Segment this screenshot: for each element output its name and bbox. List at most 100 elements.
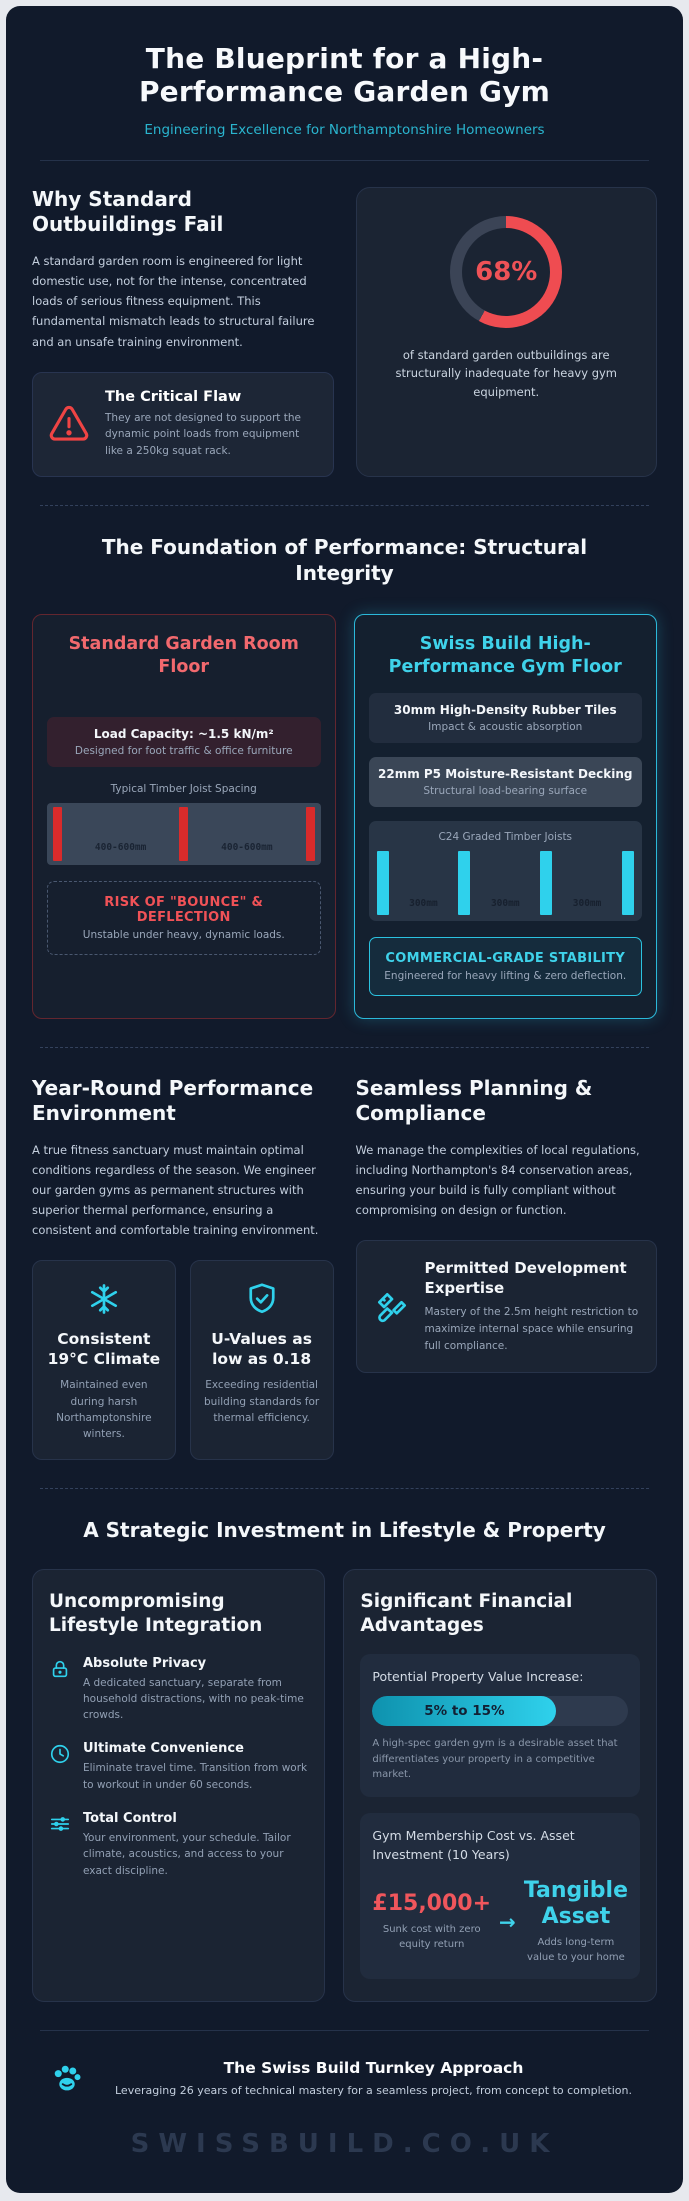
- climate-title: Consistent 19°C Climate: [47, 1330, 161, 1369]
- planning-heading: Seamless Planning & Compliance: [355, 1075, 593, 1125]
- why-fail-left-column: Why Standard Outbuildings Fail A standar…: [32, 187, 334, 478]
- planning-body: We manage the complexities of local regu…: [355, 1142, 640, 1217]
- risk-title: RISK OF "BOUNCE" & DEFLECTION: [104, 894, 264, 925]
- sunk-cost-note: Sunk cost with zero equity return: [382, 1924, 481, 1951]
- lifestyle-title: Uncompromising Lifestyle Integration: [49, 1590, 263, 1636]
- climate-body: Maintained even during harsh Northampton…: [56, 1379, 152, 1441]
- feature-convenience: Ultimate Convenience Eliminate travel ti…: [49, 1741, 308, 1793]
- right-arrow-icon: →: [499, 1909, 516, 1934]
- sunk-cost-column: £15,000+ Sunk cost with zero equity retu…: [372, 1891, 491, 1952]
- joist-bar: [179, 806, 189, 861]
- joist-bar: [458, 850, 471, 915]
- why-fail-heading: Why Standard Outbuildings Fail: [32, 187, 224, 237]
- footer-section: The Swiss Build Turnkey Approach Leverag…: [32, 2029, 657, 2159]
- risk-sub: Unstable under heavy, dynamic loads.: [82, 928, 285, 941]
- snowflake-icon: [43, 1279, 165, 1319]
- rubber-tiles-title: 30mm High-Density Rubber Tiles: [393, 702, 617, 717]
- joist-spacing-label: 300mm: [572, 897, 602, 909]
- stat-caption: of standard garden outbuildings are stru…: [395, 348, 618, 399]
- sunk-cost-value: £15,000+: [372, 1891, 492, 1917]
- swiss-joist-label: C24 Graded Timber Joists: [438, 830, 573, 843]
- load-capacity-title: Load Capacity: ~1.5 kN/m²: [93, 726, 274, 741]
- footer-body: Leveraging 26 years of technical mastery…: [115, 2083, 632, 2097]
- foundation-heading: The Foundation of Performance: Structura…: [101, 535, 588, 586]
- permitted-development-card: Permitted Development Expertise Mastery …: [355, 1240, 657, 1374]
- critical-flaw-card: The Critical Flaw They are not designed …: [32, 371, 334, 478]
- footer-inner: The Swiss Build Turnkey Approach Leverag…: [32, 2057, 657, 2099]
- investment-grid: Uncompromising Lifestyle Integration Abs…: [32, 1568, 657, 2002]
- stability-title: COMMERCIAL-GRADE STABILITY: [385, 950, 626, 966]
- stability-box: COMMERCIAL-GRADE STABILITY Engineered fo…: [368, 936, 642, 996]
- decking-box: 22mm P5 Moisture-Resistant Decking Struc…: [368, 756, 642, 807]
- load-capacity-box: Load Capacity: ~1.5 kN/m² Designed for f…: [47, 716, 321, 767]
- property-value-box: Potential Property Value Increase: 5% to…: [360, 1653, 640, 1797]
- permitted-development-title: Permitted Development Expertise: [424, 1259, 627, 1297]
- section-divider-1: [40, 505, 649, 507]
- cost-comparison-row: £15,000+ Sunk cost with zero equity retu…: [372, 1878, 628, 1965]
- rubber-tiles-box: 30mm High-Density Rubber Tiles Impact & …: [368, 692, 642, 743]
- warning-triangle-icon: [47, 402, 91, 446]
- environment-cards: Consistent 19°C Climate Maintained even …: [32, 1260, 334, 1460]
- footer-text: The Swiss Build Turnkey Approach Leverag…: [104, 2059, 643, 2097]
- cost-comparison-label: Gym Membership Cost vs. Asset Investment…: [372, 1827, 575, 1862]
- feature-convenience-body: Eliminate travel time. Transition from w…: [83, 1762, 308, 1791]
- property-value-bar: 5% to 15%: [372, 1696, 628, 1727]
- critical-flaw-text: The Critical Flaw They are not designed …: [105, 389, 319, 460]
- feature-convenience-text: Ultimate Convenience Eliminate travel ti…: [83, 1741, 308, 1793]
- financial-card: Significant Financial Advantages Potenti…: [343, 1568, 657, 2002]
- standard-floor-title: Standard Garden Room Floor: [68, 634, 299, 677]
- joist-bar: [540, 850, 553, 915]
- stability-sub: Engineered for heavy lifting & zero defl…: [384, 969, 627, 982]
- foundation-section: The Foundation of Performance: Structura…: [32, 534, 657, 1019]
- uvalue-body: Exceeding residential building standards…: [204, 1379, 320, 1425]
- hero-section: The Blueprint for a High-Performance Gar…: [32, 36, 657, 138]
- standard-floor-card: Standard Garden Room Floor Load Capacity…: [32, 614, 336, 1019]
- footer-title: The Swiss Build Turnkey Approach: [223, 2058, 524, 2077]
- feature-privacy-body: A dedicated sanctuary, separate from hou…: [83, 1676, 304, 1722]
- decking-sub: Structural load-bearing surface: [423, 784, 588, 797]
- uvalue-card: U-Values as low as 0.18 Exceeding reside…: [189, 1260, 334, 1460]
- feature-control-body: Your environment, your schedule. Tailor …: [83, 1831, 291, 1877]
- lock-icon: [49, 1656, 71, 1724]
- paw-icon: [46, 2057, 88, 2099]
- feature-privacy-text: Absolute Privacy A dedicated sanctuary, …: [83, 1656, 308, 1724]
- page-subtitle: Engineering Excellence for Northamptonsh…: [144, 122, 545, 139]
- feature-privacy-title: Absolute Privacy: [83, 1655, 207, 1671]
- planning-column: Seamless Planning & Compliance We manage…: [355, 1075, 657, 1460]
- joist-spacing-label: 300mm: [409, 897, 438, 909]
- swiss-joist-diagram: C24 Graded Timber Joists 300mm 300mm 300…: [368, 820, 642, 921]
- environment-column: Year-Round Performance Environment A tru…: [32, 1076, 334, 1460]
- critical-flaw-body: They are not designed to support the dyn…: [105, 411, 301, 458]
- rubber-tiles-sub: Impact & acoustic absorption: [428, 720, 583, 733]
- tangible-asset-value: Tangible Asset: [523, 1878, 628, 1929]
- property-value-label: Potential Property Value Increase:: [372, 1668, 584, 1684]
- environment-heading: Year-Round Performance Environment: [32, 1075, 314, 1125]
- pencil-ruler-icon: [373, 1288, 411, 1326]
- swiss-floor-title: Swiss Build High-Performance Gym Floor: [388, 634, 622, 677]
- joist-spacing-label: 300mm: [490, 897, 520, 909]
- donut-hole: 68%: [462, 228, 551, 317]
- investment-section: A Strategic Investment in Lifestyle & Pr…: [32, 1517, 657, 2002]
- cost-comparison-box: Gym Membership Cost vs. Asset Investment…: [360, 1812, 640, 1979]
- property-value-note: A high-spec garden gym is a desirable as…: [372, 1738, 618, 1781]
- donut-percent-label: 68%: [475, 257, 538, 288]
- environment-planning-section: Year-Round Performance Environment A tru…: [32, 1076, 657, 1460]
- swiss-joist-row: 300mm 300mm 300mm: [376, 850, 635, 915]
- infographic-page: The Blueprint for a High-Performance Gar…: [6, 6, 683, 2193]
- why-fail-body: A standard garden room is engineered for…: [32, 254, 315, 349]
- joist-bar: [621, 850, 634, 915]
- section-divider-2: [40, 1046, 649, 1048]
- clock-icon: [49, 1741, 71, 1793]
- property-value-bar-fill: 5% to 15%: [372, 1696, 557, 1727]
- donut-chart: 68%: [450, 216, 563, 329]
- sliders-icon: [49, 1811, 71, 1879]
- hero-divider: [40, 160, 649, 162]
- climate-card: Consistent 19°C Climate Maintained even …: [32, 1260, 176, 1460]
- shield-check-icon: [201, 1279, 323, 1319]
- tangible-asset-note: Adds long-term value to your home: [527, 1936, 625, 1963]
- joist-spacing-label: 400-600mm: [221, 841, 273, 853]
- permitted-development-text: Permitted Development Expertise Mastery …: [425, 1259, 641, 1354]
- joist-bar: [305, 806, 315, 861]
- foundation-grid: Standard Garden Room Floor Load Capacity…: [32, 614, 657, 1019]
- load-capacity-sub: Designed for foot traffic & office furni…: [74, 744, 293, 757]
